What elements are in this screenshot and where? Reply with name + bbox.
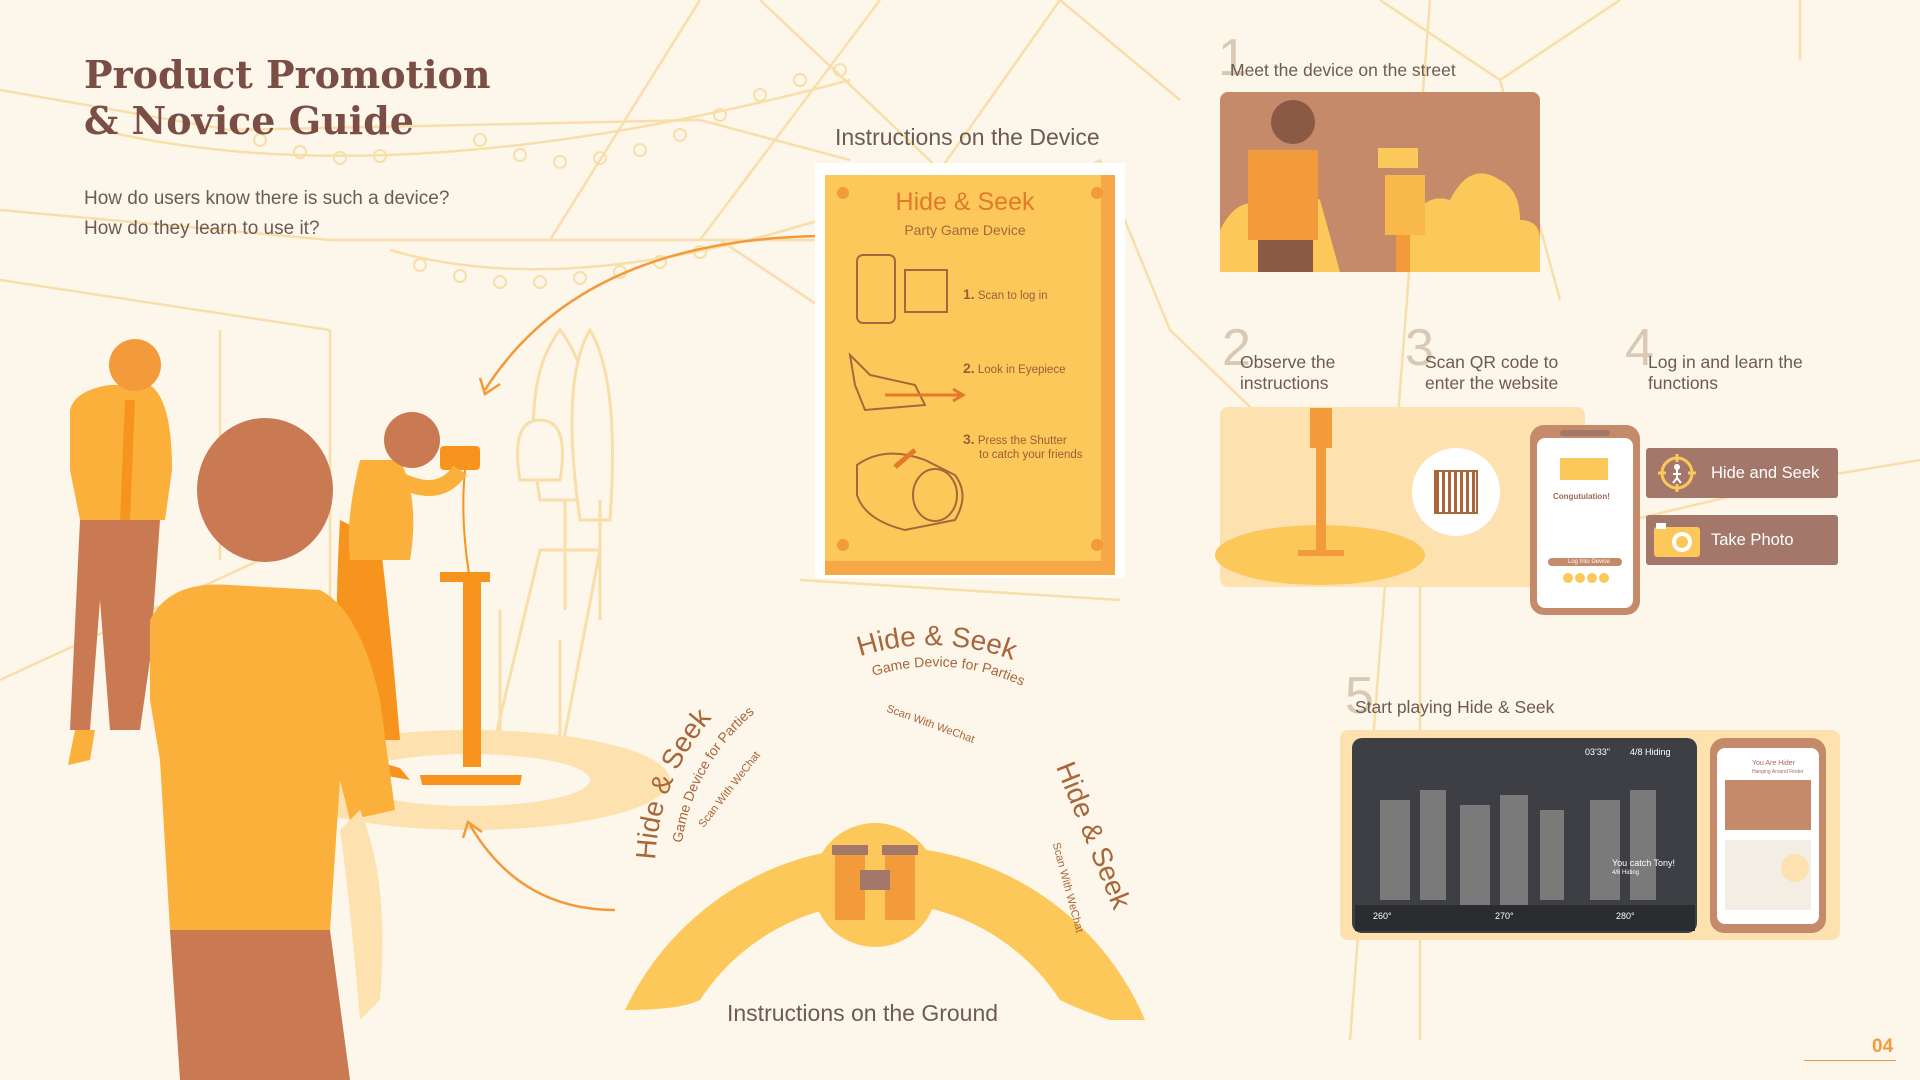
hud-catch-sub: 4/8 Hiding [1612, 870, 1640, 876]
qr-code [1434, 470, 1478, 514]
question-1: How do users know there is such a device… [84, 188, 450, 209]
phone-icon [856, 254, 896, 324]
step-2-number: 2 [1222, 319, 1251, 377]
device-instructions-caption: Instructions on the Device [835, 124, 1100, 150]
plate-illustrations [837, 187, 1103, 551]
plate-step-2: 2. Look in Eyepiece [963, 361, 1065, 377]
phone-congrats: Congutulation! [1553, 492, 1610, 501]
intro-questions: How do users know there is such a device… [84, 184, 449, 244]
step-5-number: 5 [1345, 667, 1374, 725]
plate-step-1: 1. Scan to log in [963, 287, 1048, 303]
step-2-label: Observe the instructions [1240, 352, 1336, 393]
plate-subtitle: Party Game Device [904, 222, 1026, 238]
step-4-number: 4 [1625, 319, 1654, 377]
phone-login-button[interactable]: Log Into Device [1568, 559, 1610, 565]
plate-step-3: 3. Press the Shutter to catch your friend… [963, 432, 1083, 462]
step-5-label: Start playing Hide & Seek [1355, 697, 1555, 717]
plate-step-3-text: Press the Shutter [977, 435, 1067, 447]
compass-270: 270° [1495, 911, 1514, 921]
svg-text:Scan With WeChat: Scan With WeChat [885, 703, 976, 746]
take-photo-label: Take Photo [1711, 531, 1794, 549]
hud-catch-message: You catch Tony! [1612, 858, 1676, 868]
title-line-2: & Novice Guide [84, 98, 414, 143]
ground-instructions-caption: Instructions on the Ground [727, 1000, 999, 1026]
step-1-number: 1 [1218, 29, 1247, 87]
compass-280: 280° [1616, 911, 1635, 921]
hud-timer: 03'33" [1585, 747, 1610, 757]
step-3-number: 3 [1405, 319, 1434, 377]
take-photo-button[interactable]: Take Photo [1646, 515, 1838, 565]
camera-icon [1654, 523, 1700, 557]
plate-title: Hide & Seek [895, 188, 1035, 216]
step-4-label: Log in and learn the functions [1648, 352, 1803, 393]
phone-role-sub: Hanging Around Finder [1752, 769, 1804, 775]
page-number-underline [1804, 1060, 1896, 1061]
svg-text:Scan With WeChat: Scan With WeChat [1050, 841, 1086, 934]
plate-step-3-num: 3. [963, 431, 975, 447]
arc-scan-right: Scan With WeChat [1050, 841, 1086, 934]
plate-step-2-text: Look in Eyepiece [977, 364, 1066, 376]
arc-scan-top: Scan With WeChat [885, 703, 976, 746]
hud-hiding-count: 4/8 Hiding [1630, 747, 1671, 757]
title-line-1: Product Promotion [84, 52, 491, 97]
plate-step-2-num: 2. [963, 360, 975, 376]
target-person-icon [1658, 454, 1696, 492]
compass-260: 260° [1373, 911, 1392, 921]
plate-step-1-text: Scan to log in [977, 290, 1048, 302]
page-number: 04 [1872, 1036, 1894, 1057]
hide-and-seek-label: Hide and Seek [1711, 464, 1820, 482]
page-title: Product Promotion & Novice Guide [84, 52, 491, 144]
plate-step-1-num: 1. [963, 286, 975, 302]
plate-step-3-text2: to catch your friends [979, 449, 1083, 461]
question-2: How do they learn to use it? [84, 218, 320, 239]
step-3-label: Scan QR code to enter the website [1425, 352, 1559, 393]
step-1-label: Meet the device on the street [1230, 60, 1456, 80]
qr-code-icon [904, 269, 948, 313]
phone-role: You Are Hider [1752, 760, 1795, 767]
hide-and-seek-button[interactable]: Hide and Seek [1646, 448, 1838, 498]
